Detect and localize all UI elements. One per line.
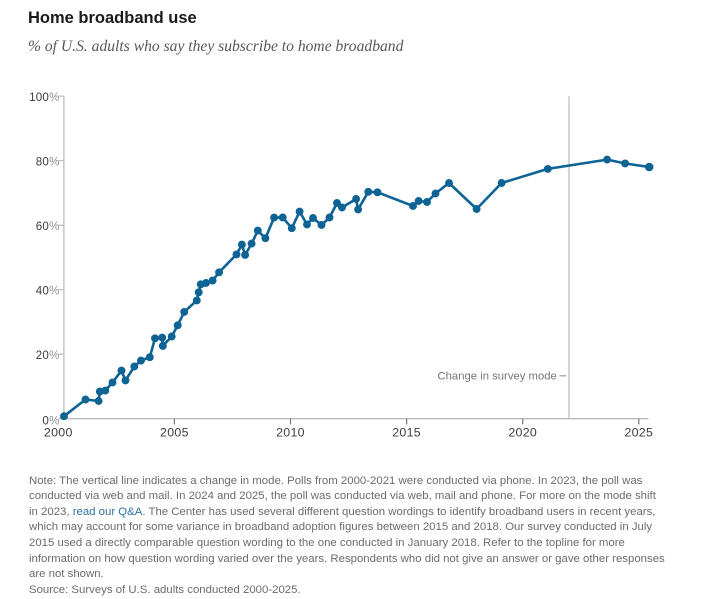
- svg-text:2010: 2010: [276, 425, 305, 439]
- svg-text:80%: 80%: [36, 155, 60, 168]
- svg-text:2025: 2025: [624, 425, 653, 439]
- svg-text:2005: 2005: [160, 425, 189, 439]
- svg-text:2015: 2015: [392, 425, 421, 439]
- svg-text:40%: 40%: [36, 284, 60, 297]
- svg-text:0%: 0%: [42, 414, 59, 427]
- svg-text:2020: 2020: [508, 425, 537, 439]
- svg-text:Change in survey mode: Change in survey mode: [437, 370, 556, 382]
- svg-text:100%: 100%: [29, 91, 59, 104]
- svg-text:60%: 60%: [36, 220, 60, 233]
- svg-text:20%: 20%: [36, 349, 60, 362]
- svg-text:2000: 2000: [44, 425, 73, 439]
